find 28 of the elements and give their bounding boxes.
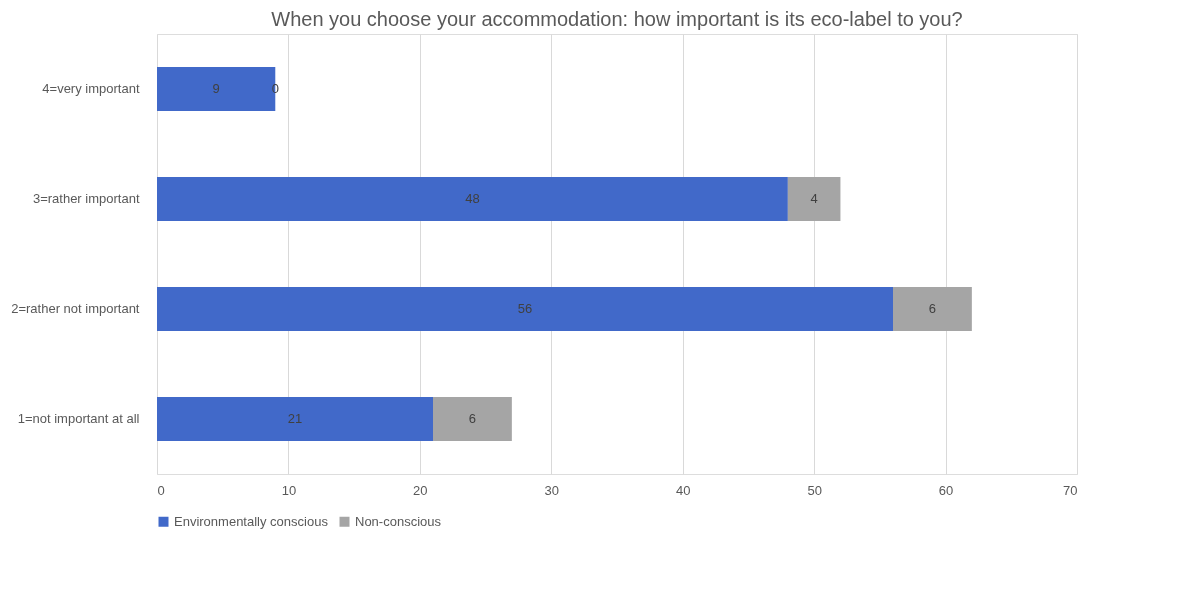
legend-label: Non-conscious: [355, 513, 442, 529]
bar: [157, 177, 788, 221]
chart-title: When you choose your accommodation: how important is its eco-label to you?: [271, 8, 963, 30]
bar: [787, 177, 841, 221]
x-tick-label: 20: [413, 482, 428, 498]
bar: [433, 397, 512, 441]
data-label: 6: [468, 411, 477, 426]
bar: [893, 287, 972, 331]
y-tick-label: 1=not important at all: [17, 411, 140, 426]
x-tick-label: 60: [938, 482, 954, 498]
data-label: 6: [928, 301, 937, 316]
y-tick-label: 2=rather not important: [11, 301, 140, 316]
x-tick-label: 50: [807, 482, 822, 498]
data-label: 21: [287, 411, 303, 426]
x-tick-label: 10: [281, 482, 297, 498]
data-label: 56: [517, 301, 533, 316]
y-tick-label: 3=rather important: [32, 191, 140, 206]
legend-label: Environmentally conscious: [174, 513, 329, 529]
x-tick-label: 30: [544, 482, 560, 498]
data-label: 48: [465, 191, 480, 206]
bar: [157, 397, 433, 441]
data-label: 4: [810, 191, 818, 206]
x-tick-label: 40: [675, 482, 691, 498]
bar: [157, 287, 893, 331]
data-label: 9: [212, 81, 220, 96]
x-tick-label: 70: [1063, 482, 1078, 498]
x-tick-label: 0: [157, 482, 165, 498]
y-tick-label: 4=very important: [42, 81, 140, 96]
